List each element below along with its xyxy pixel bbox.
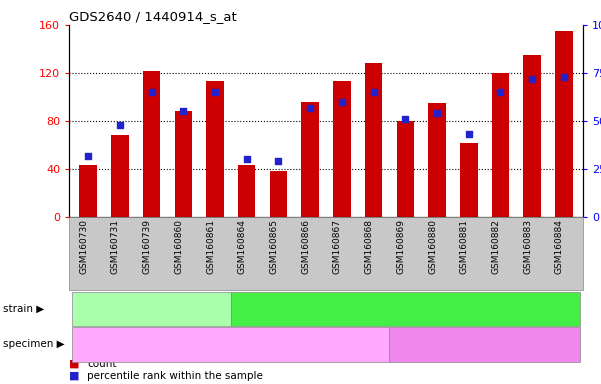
Text: count: count [87, 359, 117, 369]
Bar [79, 166, 97, 217]
Bar [206, 81, 224, 217]
Text: tumor: tumor [468, 339, 501, 349]
Text: GSM160861: GSM160861 [206, 219, 215, 274]
Text: GSM160731: GSM160731 [111, 219, 120, 274]
Point [464, 131, 474, 137]
Point [147, 89, 156, 95]
Point [84, 152, 93, 159]
Bar [143, 71, 160, 217]
Point [496, 89, 505, 95]
Point [115, 122, 124, 128]
Text: percentile rank within the sample: percentile rank within the sample [87, 371, 263, 381]
Text: GSM160868: GSM160868 [365, 219, 374, 274]
Point [337, 99, 347, 105]
Bar [302, 102, 319, 217]
Text: strain ▶: strain ▶ [3, 304, 44, 314]
Bar [333, 81, 350, 217]
Text: wild type: wild type [126, 304, 177, 314]
Bar [555, 31, 573, 217]
Point [369, 89, 379, 95]
Bar [523, 55, 541, 217]
Bar [460, 142, 478, 217]
Text: GSM160865: GSM160865 [269, 219, 278, 274]
Text: GSM160867: GSM160867 [333, 219, 342, 274]
Point [305, 104, 315, 111]
Bar [111, 136, 129, 217]
Point [178, 108, 188, 114]
Text: specimen ▶: specimen ▶ [3, 339, 65, 349]
Bar [397, 121, 414, 217]
Bar [429, 103, 446, 217]
Text: GSM160884: GSM160884 [555, 219, 564, 274]
Bar [365, 63, 382, 217]
Bar [238, 166, 255, 217]
Point [273, 158, 283, 164]
Text: GSM160739: GSM160739 [142, 219, 151, 274]
Text: GDS2640 / 1440914_s_at: GDS2640 / 1440914_s_at [69, 10, 237, 23]
Text: GSM160866: GSM160866 [301, 219, 310, 274]
Text: GSM160880: GSM160880 [428, 219, 437, 274]
Point [528, 76, 537, 82]
Text: XBP1s transgenic: XBP1s transgenic [356, 304, 454, 314]
Text: GSM160730: GSM160730 [79, 219, 88, 274]
Point [242, 156, 252, 162]
Bar [492, 73, 509, 217]
Text: GSM160882: GSM160882 [492, 219, 501, 274]
Text: B cell: B cell [216, 339, 246, 349]
Point [559, 74, 569, 80]
Point [432, 110, 442, 116]
Text: ■: ■ [69, 359, 79, 369]
Text: GSM160881: GSM160881 [460, 219, 469, 274]
Point [210, 89, 220, 95]
Text: GSM160883: GSM160883 [523, 219, 532, 274]
Text: GSM160864: GSM160864 [238, 219, 247, 274]
Text: GSM160860: GSM160860 [174, 219, 183, 274]
Point [400, 116, 410, 122]
Text: GSM160869: GSM160869 [396, 219, 405, 274]
Bar [270, 171, 287, 217]
Bar [174, 111, 192, 217]
Text: ■: ■ [69, 371, 79, 381]
